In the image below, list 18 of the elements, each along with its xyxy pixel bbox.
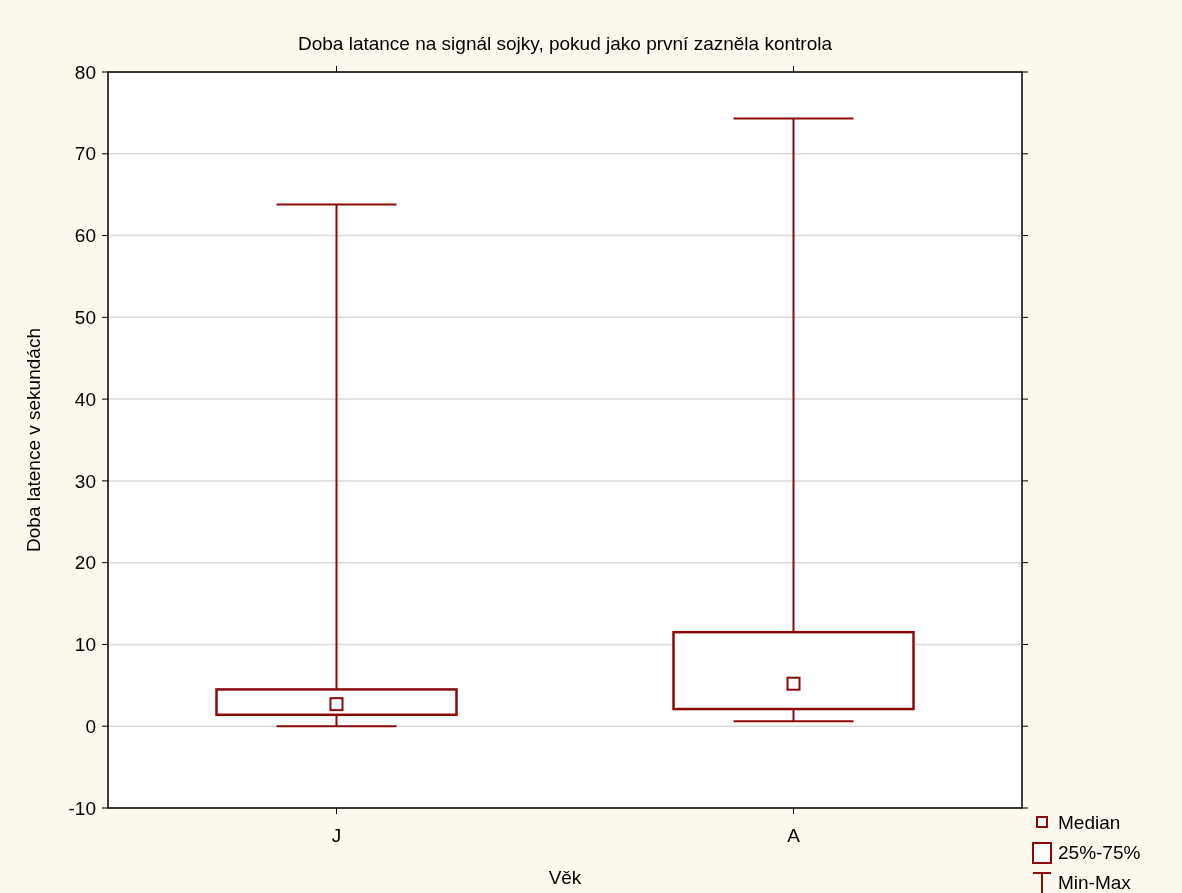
x-tick-label: A <box>787 825 801 846</box>
y-tick-label: 80 <box>74 61 96 83</box>
y-axis-title: Doba latence v sekundách <box>23 328 44 552</box>
x-tick-label: J <box>331 825 342 846</box>
text: 25%-75% <box>1058 841 1141 863</box>
y-tick-label: 50 <box>74 306 96 328</box>
text: Median <box>1058 811 1121 833</box>
y-tick-label: -10 <box>68 797 96 819</box>
x-axis-title: Věk <box>548 867 582 888</box>
y-tick-label: 0 <box>85 715 96 737</box>
y-tick-label: 60 <box>74 225 96 247</box>
y-tick-label: 40 <box>74 388 96 410</box>
text: Min-Max <box>1058 871 1132 893</box>
y-tick-label: 10 <box>74 634 96 656</box>
y-tick-label: 70 <box>74 143 96 165</box>
y-tick-label: 30 <box>74 470 96 492</box>
chart-title: Doba latance na signál sojky, pokud jako první zazněla kontrola <box>297 33 833 54</box>
y-tick-label: 20 <box>74 552 96 574</box>
